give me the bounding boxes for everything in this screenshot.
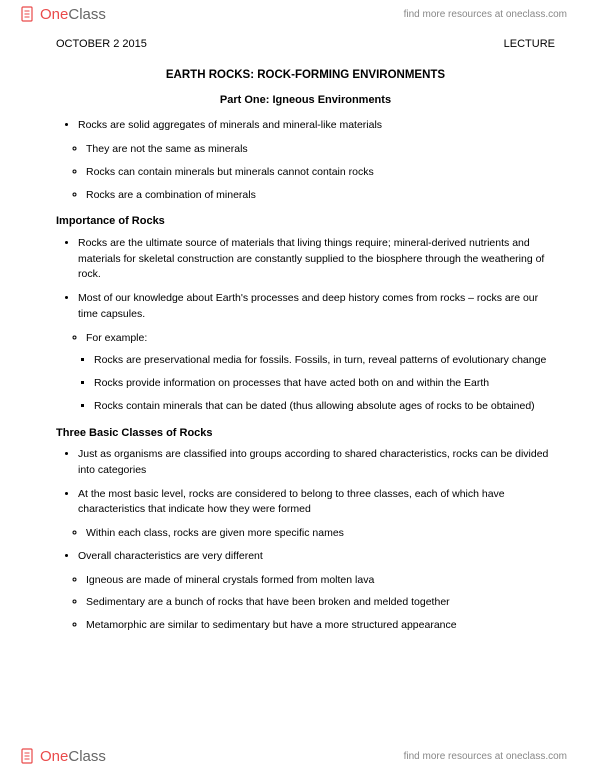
list-item: Rocks are the ultimate source of materia… [78, 236, 555, 283]
header-tagline: find more resources at oneclass.com [404, 9, 567, 20]
importance-examples: Rocks are preservational media for fossi… [56, 353, 555, 414]
page-header: OneClass find more resources at oneclass… [0, 0, 595, 28]
doc-type: LECTURE [504, 36, 555, 53]
brand-part1: One [40, 748, 68, 765]
classes-sub-1: Within each class, rocks are given more … [56, 526, 555, 542]
brand-part2: Class [68, 748, 106, 765]
intro-sublist: They are not the same as minerals Rocks … [56, 142, 555, 203]
brand-part1: One [40, 6, 68, 23]
list-item: Sedimentary are a bunch of rocks that ha… [86, 595, 555, 611]
list-item: Overall characteristics are very differe… [78, 549, 555, 565]
classes-list-2: Overall characteristics are very differe… [56, 549, 555, 565]
footer-tagline: find more resources at oneclass.com [404, 751, 567, 762]
brand-logo: OneClass [20, 6, 106, 23]
importance-list: Rocks are the ultimate source of materia… [56, 236, 555, 323]
list-item: At the most basic level, rocks are consi… [78, 487, 555, 519]
page-footer: OneClass find more resources at oneclass… [0, 742, 595, 770]
list-item: Rocks are solid aggregates of minerals a… [78, 118, 555, 134]
doc-date: OCTOBER 2 2015 [56, 36, 147, 53]
classes-list-1: Just as organisms are classified into gr… [56, 447, 555, 518]
list-item: For example: [86, 331, 555, 347]
intro-list: Rocks are solid aggregates of minerals a… [56, 118, 555, 134]
list-item: Just as organisms are classified into gr… [78, 447, 555, 479]
doc-title: EARTH ROCKS: ROCK-FORMING ENVIRONMENTS [56, 67, 555, 84]
brand-logo-footer: OneClass [20, 748, 106, 765]
list-item: Rocks are a combination of minerals [86, 188, 555, 204]
sheet-icon [20, 748, 36, 764]
doc-subtitle: Part One: Igneous Environments [56, 92, 555, 109]
brand-part2: Class [68, 6, 106, 23]
list-item: Igneous are made of mineral crystals for… [86, 573, 555, 589]
list-item: Rocks can contain minerals but minerals … [86, 165, 555, 181]
classes-types: Igneous are made of mineral crystals for… [56, 573, 555, 634]
list-item: Within each class, rocks are given more … [86, 526, 555, 542]
list-item: Rocks contain minerals that can be dated… [94, 399, 555, 415]
importance-heading: Importance of Rocks [56, 213, 555, 230]
top-line: OCTOBER 2 2015 LECTURE [56, 36, 555, 53]
sheet-icon [20, 6, 36, 22]
list-item: Most of our knowledge about Earth's proc… [78, 291, 555, 323]
classes-heading: Three Basic Classes of Rocks [56, 425, 555, 442]
document-body: OCTOBER 2 2015 LECTURE EARTH ROCKS: ROCK… [56, 36, 555, 734]
list-item: Rocks provide information on processes t… [94, 376, 555, 392]
list-item: Rocks are preservational media for fossi… [94, 353, 555, 369]
importance-example-label-list: For example: [56, 331, 555, 347]
list-item: They are not the same as minerals [86, 142, 555, 158]
list-item: Metamorphic are similar to sedimentary b… [86, 618, 555, 634]
